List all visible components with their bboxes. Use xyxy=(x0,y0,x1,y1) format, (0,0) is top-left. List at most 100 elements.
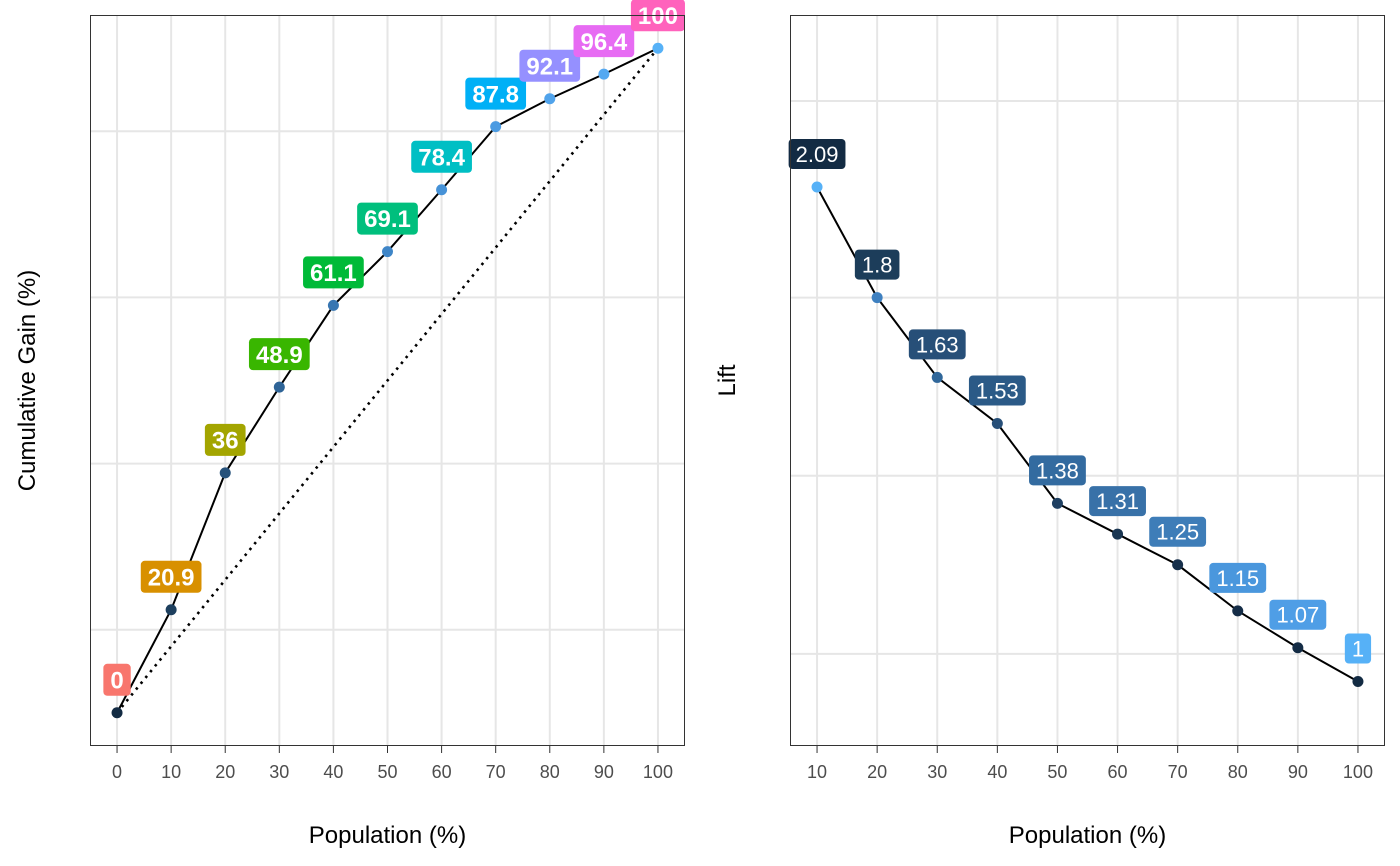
lift-data-label-box xyxy=(908,329,966,360)
gain-x-tick-label: 80 xyxy=(540,762,560,782)
lift-data-label: 1.8 xyxy=(854,249,900,280)
lift-data-label-box xyxy=(1149,516,1207,547)
gain-data-label: 87.8 xyxy=(465,77,527,110)
lift-point xyxy=(1172,559,1184,571)
lift-x-tick-label: 80 xyxy=(1228,762,1248,782)
lift-data-label-text: 1.63 xyxy=(916,332,959,357)
gain-data-label-box xyxy=(465,77,527,110)
gain-data-label: 92.1 xyxy=(519,49,581,82)
lift-data-label-text: 1.07 xyxy=(1276,603,1319,628)
lift-x-tick-label: 90 xyxy=(1288,762,1308,782)
lift-data-label-text: 1.15 xyxy=(1216,566,1259,591)
gain-data-label-text: 92.1 xyxy=(526,53,573,80)
gain-x-tick-label: 40 xyxy=(323,762,343,782)
gain-point xyxy=(436,184,448,196)
lift-point xyxy=(1051,497,1063,509)
gain-data-label-box xyxy=(573,25,635,58)
gain-x-tick-label: 60 xyxy=(432,762,452,782)
gain-data-label-box xyxy=(140,560,202,593)
gain-data-labels: 0 20.9 36 48.9 61.1 69.1 78.4 87.8 92.1 96.4 100 xyxy=(103,0,685,696)
gain-reference-line xyxy=(116,47,659,714)
lift-data-label-text: 1.38 xyxy=(1036,458,1079,483)
lift-x-axis-title: Population (%) xyxy=(1009,822,1166,849)
gain-data-label-box xyxy=(204,423,246,456)
lift-x-tick-label: 100 xyxy=(1343,762,1373,782)
gain-point xyxy=(544,93,556,105)
lift-data-label: 1.07 xyxy=(1269,599,1327,630)
lift-data-label-text: 1.8 xyxy=(862,252,893,277)
lift-data-label: 2.09 xyxy=(788,139,846,169)
gain-data-label-text: 36 xyxy=(212,428,239,455)
lift-point xyxy=(1292,642,1304,654)
lift-data-label-text: 2.09 xyxy=(796,142,839,167)
gain-x-tick-label: 30 xyxy=(269,762,289,782)
gain-x-axis-title: Population (%) xyxy=(309,822,466,849)
gain-data-label: 36 xyxy=(204,423,246,456)
gain-point xyxy=(382,246,393,258)
lift-x-tick-label: 70 xyxy=(1168,762,1188,782)
lift-x-tick-label: 40 xyxy=(987,762,1007,782)
gain-x-tick-label: 20 xyxy=(215,762,235,782)
lift-point xyxy=(1112,528,1124,540)
gain-point xyxy=(273,381,285,393)
gain-point xyxy=(490,121,502,133)
gain-x-tick-label: 0 xyxy=(112,762,122,782)
lift-point xyxy=(931,371,943,383)
gain-data-label-text: 20.9 xyxy=(148,564,195,591)
lift-data-label: 1.53 xyxy=(968,375,1026,406)
gain-point xyxy=(165,604,177,616)
gain-data-label-box xyxy=(248,338,310,371)
lift-data-label-box xyxy=(788,139,846,169)
gain-panel-border xyxy=(90,15,685,746)
gain-data-label-box xyxy=(303,256,364,289)
gain-point xyxy=(111,707,123,719)
lift-data-label-box xyxy=(1089,486,1146,517)
gain-data-label: 96.4 xyxy=(573,25,635,58)
lift-data-label-text: 1 xyxy=(1352,636,1364,661)
lift-point xyxy=(811,181,823,193)
gain-point xyxy=(652,42,664,54)
gain-data-label: 78.4 xyxy=(411,140,472,173)
gain-data-label-text: 61.1 xyxy=(310,260,357,287)
gain-data-label-box xyxy=(357,202,418,235)
gain-data-label: 20.9 xyxy=(140,560,202,593)
lift-data-label-text: 1.25 xyxy=(1156,520,1199,545)
gain-data-label-box xyxy=(519,49,581,82)
lift-x-tick-label: 50 xyxy=(1047,762,1067,782)
gain-data-label-text: 96.4 xyxy=(581,29,628,56)
gain-data-label-text: 87.8 xyxy=(472,81,519,108)
gain-data-label-text: 78.4 xyxy=(418,144,465,171)
lift-data-label: 1.25 xyxy=(1149,516,1207,547)
gain-random-baseline xyxy=(116,47,659,714)
gain-point xyxy=(598,68,610,80)
lift-points xyxy=(811,181,1364,687)
lift-panel-border xyxy=(790,15,1385,746)
lift-point xyxy=(871,292,883,304)
gain-data-label-text: 48.9 xyxy=(256,342,303,369)
gain-border-rect xyxy=(90,15,685,746)
gain-data-label: 61.1 xyxy=(303,256,364,289)
gain-point xyxy=(327,299,339,311)
lift-data-label-text: 1.31 xyxy=(1096,489,1139,514)
gain-x-tick-label: 50 xyxy=(377,762,397,782)
lift-x-ticks: 10 20 30 40 50 60 70 80 90 100 xyxy=(807,746,1373,782)
lift-data-label: 1.31 xyxy=(1089,486,1146,517)
gain-data-label: 69.1 xyxy=(357,202,418,235)
gain-data-label-box xyxy=(411,140,472,173)
gain-data-label: 0 xyxy=(103,663,131,696)
lift-data-label: 1.63 xyxy=(908,329,966,360)
lift-chart-panel: 2.09 1.8 1.63 1.53 1.38 1.31 1.25 1.15 1.07 1 10 2… xyxy=(714,15,1385,849)
gain-x-tick-label: 90 xyxy=(594,762,614,782)
gain-points xyxy=(111,42,664,719)
lift-x-tick-label: 20 xyxy=(867,762,887,782)
gain-data-label-text: 69.1 xyxy=(364,206,411,233)
lift-data-label: 1 xyxy=(1344,633,1372,664)
gain-x-tick-label: 10 xyxy=(161,762,181,782)
lift-data-label: 1.15 xyxy=(1209,562,1267,593)
lift-data-label-box xyxy=(1029,455,1086,486)
gain-x-ticks: 0 10 20 30 40 50 60 70 80 90 100 xyxy=(112,746,673,782)
lift-data-label-box xyxy=(854,249,900,280)
